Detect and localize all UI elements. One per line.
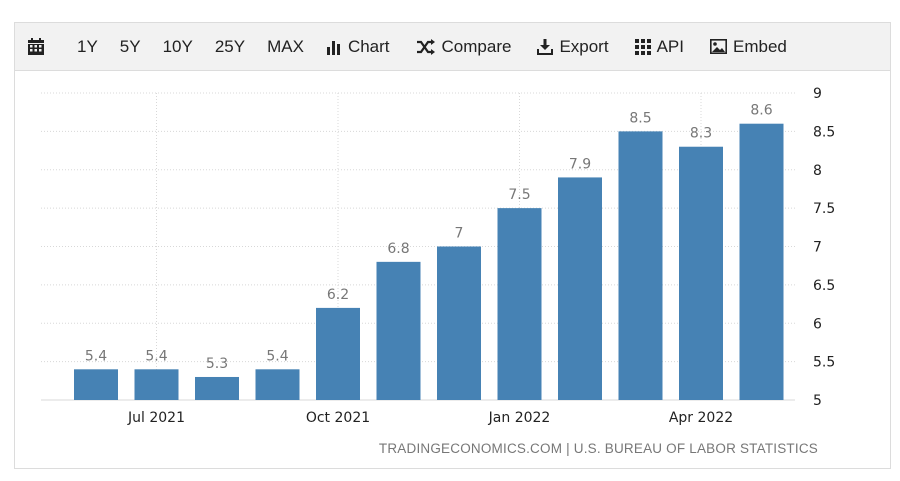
bar [558,177,602,400]
bar [679,146,723,400]
x-tick-label: Oct 2021 [306,410,370,426]
embed-label: Embed [732,36,787,56]
data-label: 7.9 [569,156,591,172]
bar [437,246,481,400]
range-25y-button[interactable]: 25Y [214,36,246,56]
compare-button[interactable]: Compare [416,23,512,71]
chart-type-label: Chart [347,36,390,56]
y-tick-label: 8.5 [813,124,835,140]
bar [255,369,300,400]
range-max-button[interactable]: MAX [267,36,304,56]
image-icon [709,39,727,54]
y-tick-label: 6.5 [813,278,835,294]
y-tick-label: 6 [813,316,822,332]
data-label: 7.5 [508,187,530,203]
bar-chart-icon [326,40,340,55]
x-tick-label: Apr 2022 [669,410,733,426]
bar-chart: 5 5.5 6 6.5 7 7.5 8 8.5 9 Jul 2021 Oct 2021 Jan 202… [41,86,835,426]
bar [376,261,421,400]
compare-label: Compare [441,36,512,56]
bar [195,376,239,400]
calendar-icon [28,37,44,55]
data-label: 8.6 [750,103,772,119]
data-label: 5.3 [206,356,228,372]
chart-type-button[interactable]: Chart [326,23,390,71]
data-label: 6.8 [387,241,409,257]
bar [316,307,360,400]
y-tick-label: 5 [813,393,822,409]
range-1y-button[interactable]: 1Y [77,36,98,56]
bar [74,369,118,400]
range-10y-button[interactable]: 10Y [162,36,193,56]
bar [739,123,784,400]
grid-icon [634,38,651,55]
x-tick-label: Jan 2022 [488,410,551,426]
embed-button[interactable]: Embed [709,23,787,71]
data-label: 8.5 [629,110,651,126]
source-attribution[interactable]: TRADINGECONOMICS.COM | U.S. BUREAU OF LA… [378,441,818,456]
calendar-button[interactable] [27,23,51,71]
api-label: API [656,36,684,56]
data-label: 5.4 [145,348,167,364]
shuffle-icon [416,38,435,55]
bar [134,369,179,400]
data-label: 5.4 [266,348,288,364]
y-tick-label: 7.5 [813,201,835,217]
toolbar: 1Y 5Y 10Y 25Y MAX Chart Compare [15,23,890,71]
y-tick-label: 7 [813,240,822,256]
y-tick-label: 9 [813,86,822,102]
chart-widget: 1Y 5Y 10Y 25Y MAX Chart Compare [14,22,891,469]
data-label: 8.3 [690,126,712,142]
export-label: Export [559,36,609,56]
bar [618,131,663,400]
data-label: 7 [455,226,464,242]
y-tick-label: 8 [813,163,822,179]
export-button[interactable]: Export [537,23,609,71]
y-tick-label: 5.5 [813,355,835,371]
data-label: 6.2 [327,287,349,303]
download-icon [537,38,554,55]
api-button[interactable]: API [634,23,684,71]
bar [497,208,542,400]
range-5y-button[interactable]: 5Y [119,36,141,56]
x-tick-label: Jul 2021 [127,410,185,426]
data-label: 5.4 [85,348,107,364]
